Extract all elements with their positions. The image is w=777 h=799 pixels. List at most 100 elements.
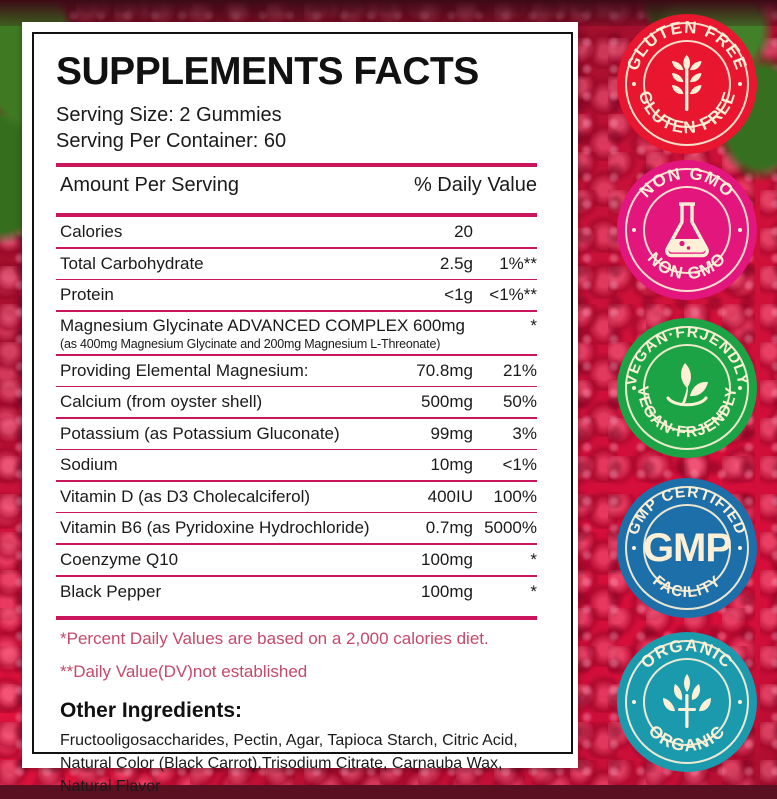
flask-icon bbox=[660, 199, 714, 261]
row-separator bbox=[56, 543, 537, 546]
nutrient-amount: 99mg bbox=[430, 423, 473, 443]
row-separator bbox=[56, 385, 537, 388]
badge-dot-left bbox=[632, 82, 636, 86]
badge-organic: ORGANIC ORGANIC bbox=[617, 632, 757, 772]
nutrient-daily-value: * bbox=[530, 315, 537, 335]
nutrient-amount: 100mg bbox=[421, 550, 473, 570]
table-row: Vitamin B6 (as Pyridoxine Hydrochloride)… bbox=[56, 513, 537, 543]
serving-per-container-text: Serving Per Container: 60 bbox=[56, 129, 287, 152]
nutrient-daily-value: 21% bbox=[502, 360, 537, 380]
table-row: Black Pepper 100mg * bbox=[56, 577, 537, 607]
row-separator bbox=[56, 480, 537, 482]
nutrient-name: Providing Elemental Magnesium: bbox=[60, 360, 309, 380]
nutrient-name: Vitamin D (as D3 Cholecalciferol) bbox=[60, 486, 311, 506]
badge-gluten-free: GLUTEN FREE GLUTEN FREE bbox=[617, 14, 757, 154]
badge-center bbox=[643, 186, 731, 274]
badge-inner-ring bbox=[643, 344, 731, 432]
table-row: Vitamin D (as D3 Cholecalciferol) 400IU 10… bbox=[56, 482, 537, 512]
nutrient-amount: 100mg bbox=[421, 581, 473, 601]
nutrient-daily-value: * bbox=[530, 550, 537, 570]
leaf-icon bbox=[656, 360, 718, 416]
daily-value-header: % Daily Value bbox=[413, 174, 537, 197]
nutrient-amount: 70.8mg bbox=[416, 360, 473, 380]
badge-dot-left bbox=[632, 546, 636, 550]
nutrient-amount: 10mg bbox=[430, 455, 473, 475]
row-separator bbox=[56, 615, 537, 620]
nutrient-table: Calories 20 Total Carbohydrate 2.5g 1%** Prot… bbox=[56, 217, 566, 620]
card-content: SUPPLEMENTS FACTS Serving Size: 2 Gummie… bbox=[56, 51, 566, 795]
other-ingredients-title: Other Ingredients: bbox=[60, 699, 243, 723]
serving-size-text: Serving Size: 2 Gummies bbox=[56, 103, 282, 126]
badge-vegan-friendly: VEGAN·FRJENDLY VEGAN·FRJENDLY bbox=[617, 318, 757, 458]
nutrient-name: Total Carbohydrate bbox=[60, 253, 204, 273]
nutrient-name: Sodium bbox=[60, 455, 118, 475]
gmp-text-icon: GMP bbox=[642, 525, 732, 570]
badge-dot-right bbox=[738, 228, 742, 232]
table-row: Calcium (from oyster shell) 500mg 50% bbox=[56, 387, 537, 417]
nutrient-name: Vitamin B6 (as Pyridoxine Hydrochloride) bbox=[60, 518, 370, 538]
certification-badges: GLUTEN FREE GLUTEN FREE NON GMO NON GMO VE… bbox=[597, 0, 777, 785]
other-ingredients-line-3: Natural Flavor bbox=[60, 777, 161, 795]
badge-dot-left bbox=[632, 386, 636, 390]
nutrient-daily-value: 50% bbox=[502, 392, 537, 412]
table-row: Magnesium Glycinate ADVANCED COMPLEX 600… bbox=[56, 312, 537, 354]
nutrient-name: Coenzyme Q10 bbox=[60, 550, 179, 570]
badge-dot-left bbox=[632, 228, 636, 232]
row-separator bbox=[56, 247, 537, 249]
nutrient-amount: 2.5g bbox=[439, 253, 473, 273]
table-row: Providing Elemental Magnesium: 70.8mg 21% bbox=[56, 356, 537, 386]
table-row: Sodium 10mg <1% bbox=[56, 450, 537, 480]
badge-center bbox=[643, 344, 731, 432]
wheat-icon bbox=[658, 53, 716, 115]
nutrient-amount: 0.7mg bbox=[425, 518, 473, 538]
nutrient-amount: <1g bbox=[444, 285, 473, 305]
row-separator bbox=[56, 353, 537, 356]
nutrient-name: Potassium (as Potassium Gluconate) bbox=[60, 423, 340, 443]
nutrient-daily-value: 5000% bbox=[484, 518, 537, 538]
badge-outer-ring bbox=[625, 486, 749, 610]
badge-inner-ring bbox=[643, 658, 731, 746]
row-separator bbox=[56, 310, 537, 312]
badge-center bbox=[643, 40, 731, 128]
amount-per-serving-header: Amount Per Serving bbox=[60, 174, 239, 197]
supplement-facts-card: SUPPLEMENTS FACTS Serving Size: 2 Gummie… bbox=[22, 22, 578, 795]
plant-icon bbox=[654, 672, 720, 732]
nutrient-name: Black Pepper bbox=[60, 581, 162, 601]
nutrient-name: Protein bbox=[60, 285, 114, 305]
row-separator bbox=[56, 278, 537, 281]
row-separator bbox=[56, 417, 537, 419]
table-row: Potassium (as Potassium Gluconate) 99mg 3% bbox=[56, 419, 537, 449]
nutrient-daily-value: 1%** bbox=[499, 253, 537, 273]
badge-outer-ring bbox=[625, 326, 749, 450]
nutrient-amount: 400IU bbox=[427, 486, 473, 506]
table-top-rule bbox=[56, 213, 537, 218]
badge-dot-right bbox=[738, 546, 742, 550]
badge-outer-ring bbox=[625, 168, 749, 292]
header-rule bbox=[56, 163, 537, 168]
other-ingredients-body: Fructooligosaccharides, Pectin, Agar, Ta… bbox=[56, 730, 556, 798]
nutrient-daily-value: * bbox=[530, 581, 537, 601]
other-ingredients-line-2: Natural Color (Black Carrot),Trisodium C… bbox=[60, 755, 503, 773]
badge-inner-ring bbox=[643, 40, 731, 128]
badge-inner-ring bbox=[643, 504, 731, 592]
nutrient-name: Calcium (from oyster shell) bbox=[60, 392, 263, 412]
nutrient-name: Magnesium Glycinate ADVANCED COMPLEX 600… bbox=[60, 315, 466, 351]
badge-non-gmo: NON GMO NON GMO bbox=[617, 160, 757, 300]
table-row: Calories 20 bbox=[56, 217, 537, 247]
footnote-percent-daily-values: *Percent Daily Values are based on a 2,0… bbox=[60, 628, 489, 648]
nutrient-daily-value: <1%** bbox=[489, 285, 537, 305]
badge-dot-right bbox=[738, 386, 742, 390]
badge-center: GMP bbox=[642, 504, 732, 592]
badge-dot-right bbox=[738, 700, 742, 704]
footnote-dv-not-established: **Daily Value(DV)not established bbox=[60, 662, 308, 682]
background-top-shade bbox=[0, 0, 777, 26]
nutrient-name: Calories bbox=[60, 222, 123, 242]
table-row: Total Carbohydrate 2.5g 1%** bbox=[56, 249, 537, 279]
badge-inner-ring bbox=[643, 186, 731, 274]
nutrient-amount: 500mg bbox=[421, 392, 473, 412]
row-separator bbox=[56, 448, 537, 451]
nutrient-daily-value: 100% bbox=[493, 486, 537, 506]
badge-dot-right bbox=[738, 82, 742, 86]
